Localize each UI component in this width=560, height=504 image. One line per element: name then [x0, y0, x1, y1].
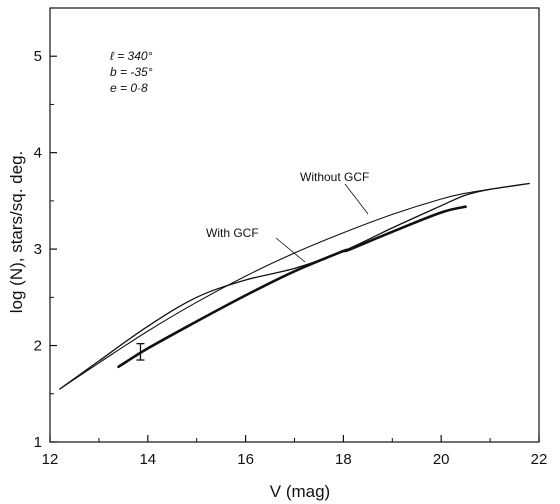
y-axis-title: log (N), stars/sq. deg.	[7, 151, 26, 314]
x-tick-label: 16	[237, 451, 254, 468]
y-tick-label: 4	[34, 145, 42, 162]
param-latitude: b = -35°	[110, 65, 153, 79]
y-tick-label: 5	[34, 48, 42, 65]
annotation-without-gcf: Without GCF	[300, 170, 369, 184]
series-line-without-gcf	[59, 182, 530, 390]
y-tick-label: 2	[34, 338, 42, 355]
x-tick-label: 18	[335, 451, 352, 468]
annotation-with-gcf: With GCF	[206, 226, 259, 240]
y-tick-label: 1	[34, 434, 42, 451]
series-layer	[59, 182, 530, 390]
series-line-observed	[117, 205, 467, 369]
x-axis-title: V (mag)	[270, 482, 330, 501]
x-tick-label: 20	[433, 451, 450, 468]
x-tick-label: 22	[531, 451, 548, 468]
pointer-with-gcf	[275, 237, 306, 263]
y-tick-label: 3	[34, 241, 42, 258]
x-tick-label: 14	[139, 451, 156, 468]
x-tick-label: 12	[42, 451, 59, 468]
param-longitude: ℓ = 340°	[110, 49, 153, 63]
param-e: e = 0·8	[110, 81, 148, 95]
error-bar	[136, 342, 145, 361]
pointer-without-gcf	[344, 183, 369, 215]
